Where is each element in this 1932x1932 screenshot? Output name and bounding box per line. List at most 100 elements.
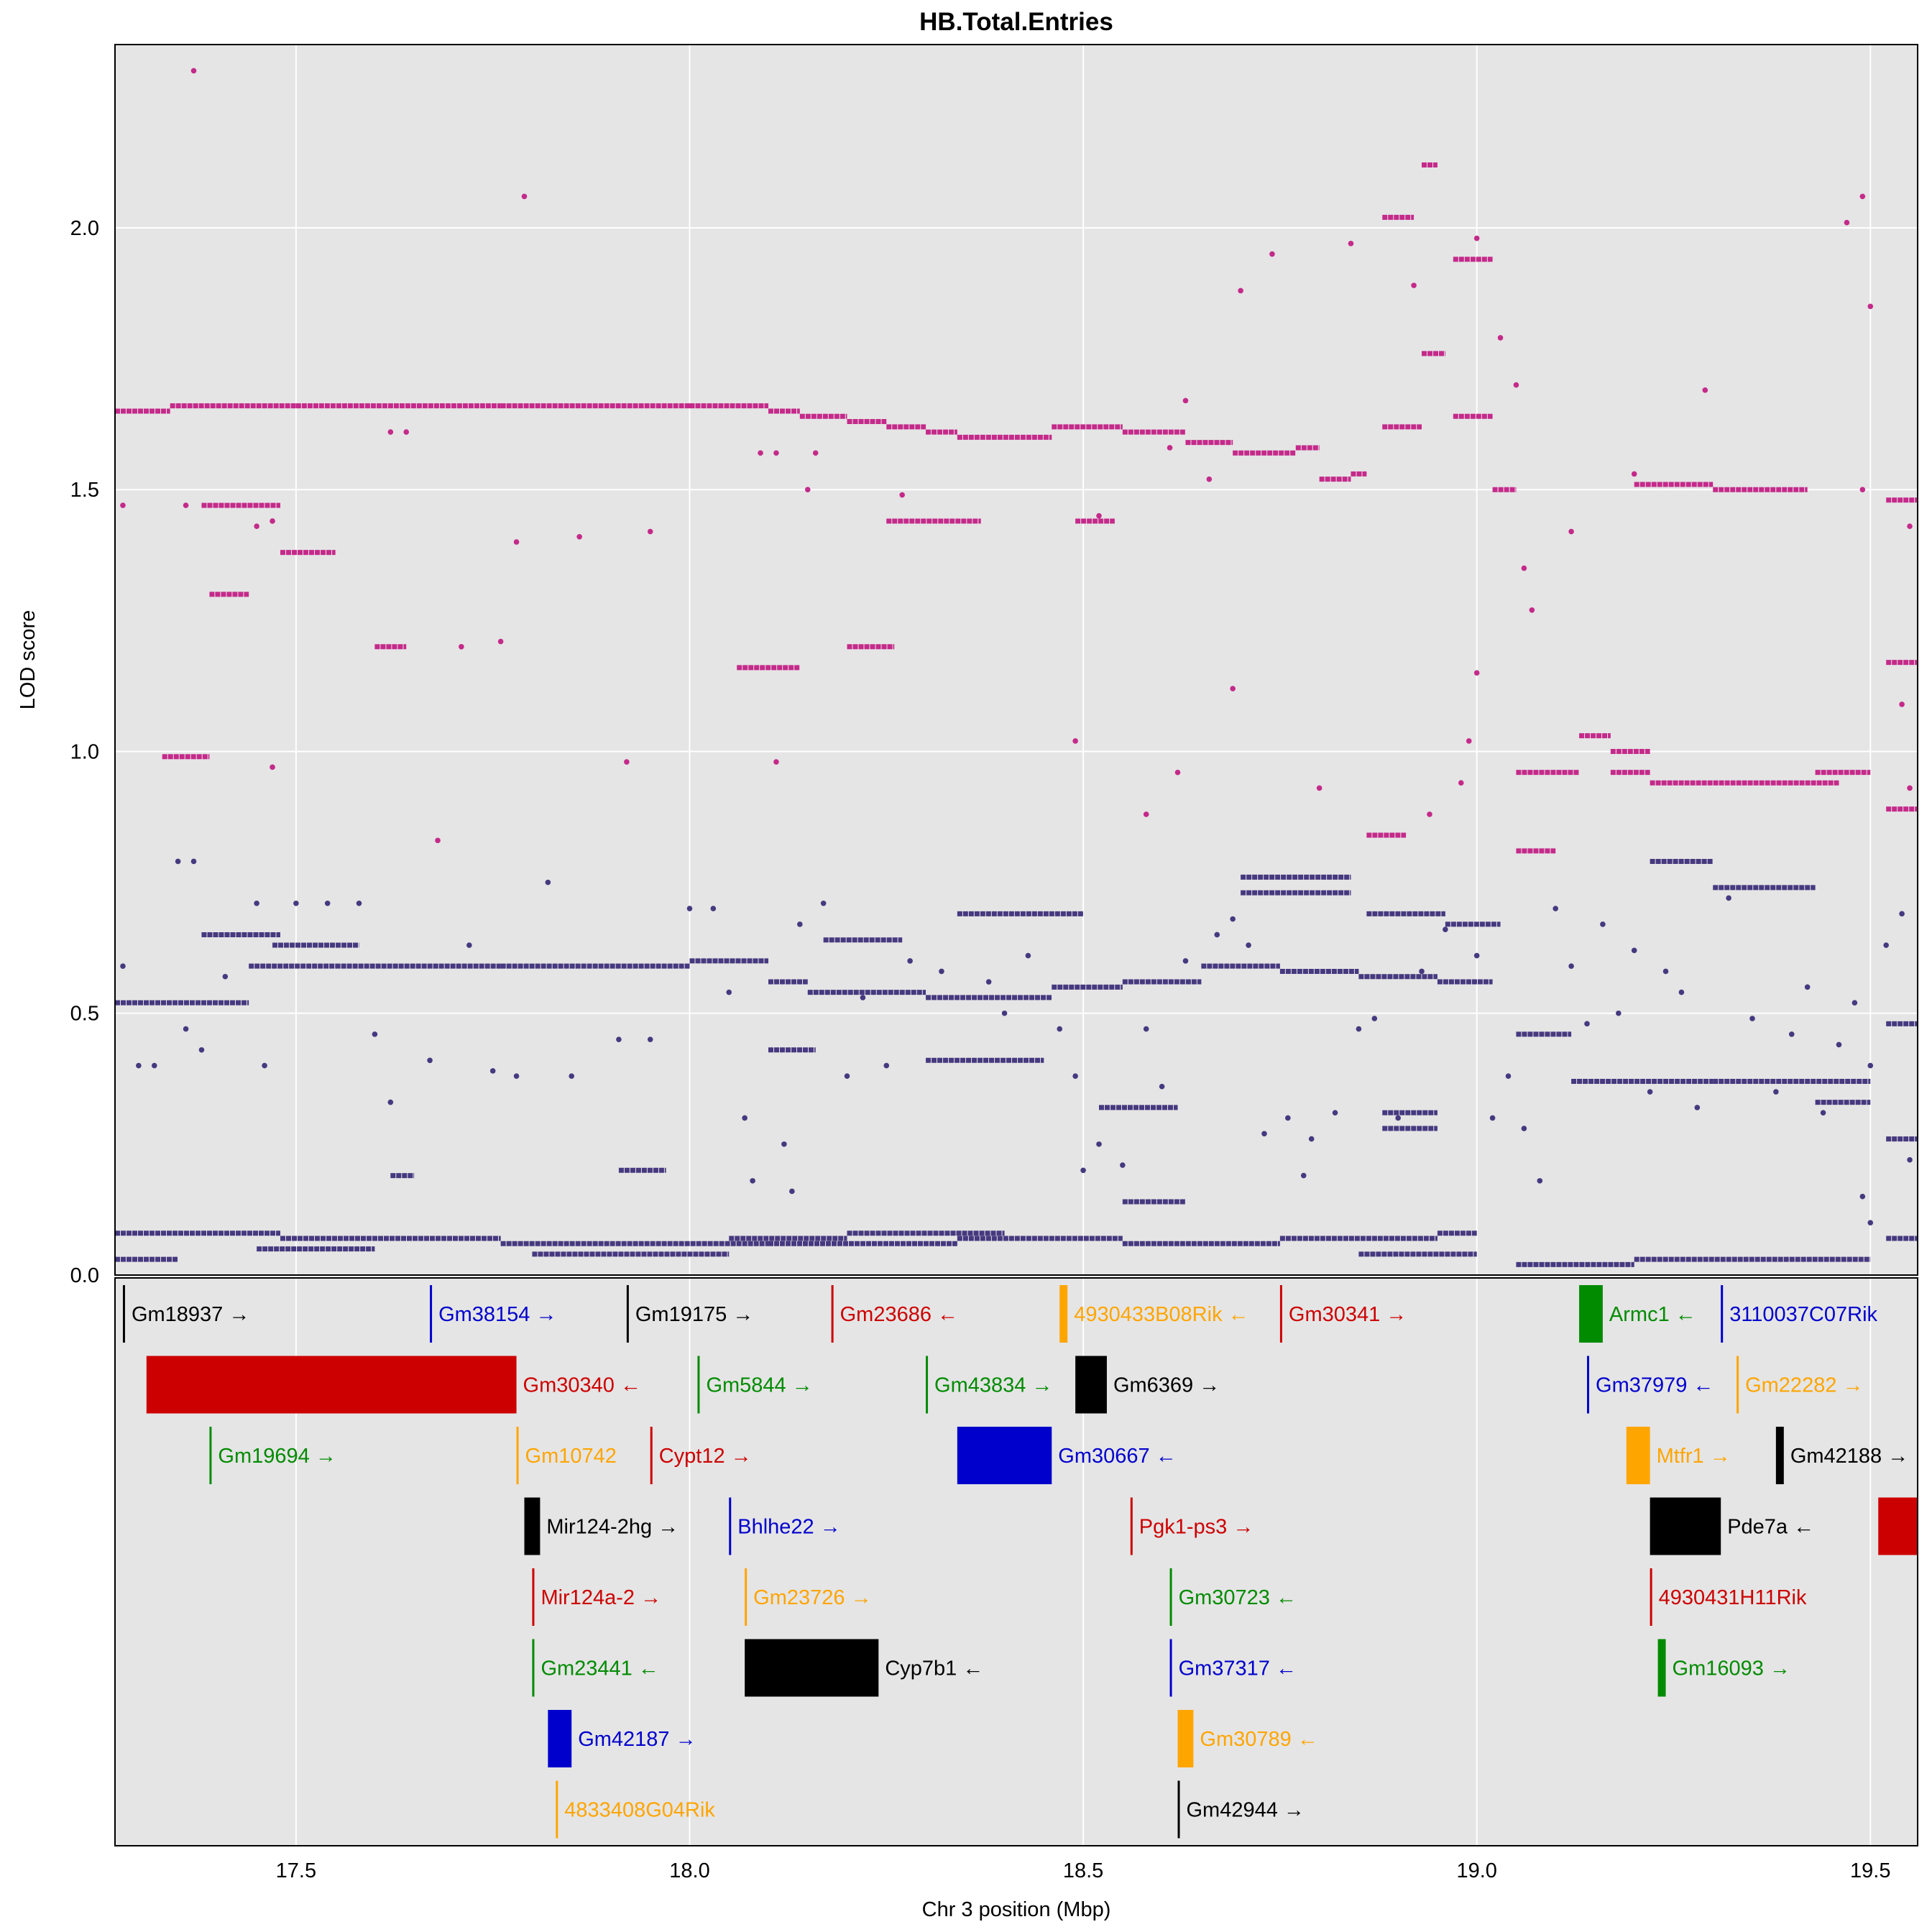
lod-point (1568, 528, 1574, 535)
lod-point (1182, 397, 1189, 404)
gene-label: 4930433B08Rik ← (1074, 1303, 1248, 1326)
y-tick-label: 0.5 (70, 1003, 99, 1026)
gene-body (146, 1356, 517, 1414)
lod-point (1836, 1041, 1842, 1048)
gene-label: Gm30789 ← (1200, 1728, 1317, 1751)
lod-point (435, 837, 441, 844)
gene-body (1626, 1427, 1650, 1484)
gene-label: Gm42187 → (578, 1728, 696, 1751)
lod-point (1269, 251, 1275, 257)
gene-feature: Gm37979 ← (1587, 1356, 1714, 1414)
gene-body (1130, 1497, 1133, 1555)
gene-feature: Gm30341 → (1279, 1285, 1407, 1343)
gene-body (729, 1497, 732, 1555)
gene-body (745, 1568, 748, 1626)
lod-point (1726, 895, 1731, 901)
lod-point (569, 1073, 575, 1079)
lod-point (1246, 942, 1251, 948)
lod-point (1773, 1089, 1779, 1095)
lod-point (812, 450, 819, 456)
lod-point (1694, 1105, 1701, 1110)
lod-point (262, 1062, 267, 1069)
gene-body (650, 1427, 653, 1484)
gene-feature: Gm30667 ← (957, 1427, 1177, 1484)
gene-feature: Gm42187 → (548, 1710, 696, 1767)
gene-label: Gm42944 → (1187, 1799, 1305, 1822)
lod-point (860, 995, 866, 1000)
gene-body (1736, 1356, 1739, 1414)
lod-point (899, 492, 905, 498)
x-tick-label: 18.5 (1063, 1859, 1103, 1882)
gene-body (548, 1710, 572, 1767)
lod-point (1300, 1172, 1307, 1179)
lod-point (403, 429, 410, 435)
gene-body (697, 1356, 700, 1414)
lod-point (513, 539, 520, 545)
gene-feature: 4833408G04Rik (556, 1780, 715, 1839)
lod-point (797, 921, 803, 927)
lod-point (324, 900, 331, 906)
lod-point (1883, 942, 1889, 948)
gene-label: Gm43834 → (934, 1374, 1052, 1397)
lod-point (616, 1036, 622, 1042)
gene-body (1169, 1568, 1172, 1626)
lod-point (387, 1099, 394, 1105)
gene-feature: Gm23686 ← (831, 1285, 958, 1343)
gene-body (1878, 1497, 1918, 1555)
x-tick-label: 19.0 (1456, 1859, 1496, 1882)
gene-label: Bhlhe22 → (737, 1516, 841, 1539)
lod-point (1529, 607, 1535, 613)
lod-point (1662, 968, 1669, 975)
lod-point (820, 900, 827, 906)
lod-point (521, 193, 528, 200)
lod-point (844, 1073, 850, 1079)
gene-feature: 4930433B08Rik ← (1059, 1285, 1249, 1343)
lod-point (466, 942, 472, 948)
lod-point (773, 450, 779, 456)
lod-point (1852, 1000, 1858, 1006)
gene-label: Cypt12 → (659, 1445, 752, 1468)
lod-point (1096, 1141, 1102, 1147)
lod-point (1411, 282, 1417, 288)
gene-body (626, 1285, 629, 1343)
lod-point (1427, 811, 1432, 817)
x-tick-label: 18.0 (669, 1859, 709, 1882)
lod-point (1316, 785, 1322, 791)
lod-point (175, 858, 181, 865)
gene-label: Gm23726 → (753, 1586, 871, 1609)
lod-point (758, 450, 763, 456)
lod-point (789, 1188, 795, 1195)
lod-point (726, 989, 732, 995)
x-axis: 17.5 18.0 18.5 19.0 19.5 (276, 1859, 1891, 1882)
lod-point (1395, 1115, 1401, 1121)
lod-point (804, 487, 811, 493)
lod-point (545, 879, 551, 886)
gene-feature: Gm38154 → (430, 1285, 557, 1343)
lod-point (1261, 1131, 1267, 1137)
gene-feature: Gm16093 → (1657, 1639, 1790, 1697)
lod-point (1859, 487, 1866, 493)
lod-point (1702, 387, 1708, 393)
gene-feature: Gm30723 ← (1169, 1568, 1297, 1626)
gene-label: Gm6369 → (1113, 1374, 1220, 1397)
lod-point (190, 68, 197, 74)
gene-label: Gm19175 → (635, 1303, 753, 1326)
lod-point (1521, 565, 1527, 571)
y-axis-label: LOD score (17, 610, 40, 710)
lod-point (198, 1046, 205, 1053)
gene-body (524, 1497, 540, 1555)
gene-body (1177, 1780, 1180, 1839)
lod-point (907, 958, 913, 964)
gene-label: Gm42188 → (1790, 1445, 1908, 1468)
gene-body (532, 1639, 535, 1697)
lod-point (120, 502, 126, 508)
lod-point (1072, 738, 1078, 744)
gene-label: Gm19694 → (218, 1445, 336, 1468)
gene-label: Cyp7b1 ← (885, 1657, 983, 1680)
lod-point (190, 858, 197, 865)
lod-point (1788, 1031, 1795, 1037)
gene-feature: Gm30340 ← (146, 1356, 641, 1414)
lod-point (254, 900, 259, 906)
lod-point (1899, 702, 1905, 707)
lod-point (1371, 1016, 1378, 1021)
